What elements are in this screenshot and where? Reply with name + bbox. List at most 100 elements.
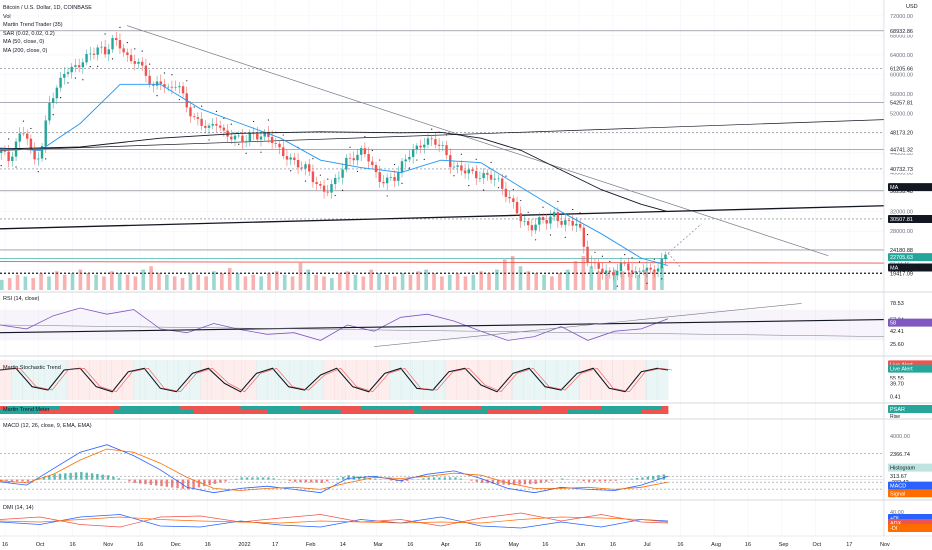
candle-body [564, 220, 567, 225]
candle-body [7, 151, 10, 162]
candle-body [489, 174, 493, 180]
candle-body [604, 270, 608, 273]
macd-tag: 2366.74 [890, 452, 910, 458]
volume-bar [416, 271, 421, 290]
volume-bar [502, 259, 507, 290]
candle-body [289, 157, 292, 160]
sar-dot [312, 158, 314, 160]
candle-body [541, 217, 545, 221]
stoch-title[interactable]: Martin Stochastic Trend [3, 365, 61, 371]
trend-meter-cell-2 [0, 410, 8, 414]
macd-histogram-bar [347, 475, 350, 480]
candle-body [40, 146, 44, 159]
price-pane[interactable] [0, 25, 885, 290]
candle-body [0, 150, 3, 153]
price-axis[interactable]: 72000.00 68000.00 64000.00 60000.00 56000.00… [883, 0, 932, 536]
candle-body [103, 46, 107, 55]
indicator-vol[interactable]: Vol [3, 13, 11, 20]
macd-tag: 313.67 [890, 474, 907, 480]
rsi-title[interactable]: RSI (14, close) [3, 296, 40, 302]
stoch-bg [55, 360, 68, 400]
candle-body [155, 81, 159, 86]
volume-bar [212, 271, 216, 290]
macd-histogram-bar [561, 478, 564, 480]
dmi-pane[interactable] [0, 512, 669, 529]
trend-meter-cell [554, 406, 562, 410]
candle-body [222, 127, 226, 131]
macd-histogram-bar [325, 479, 329, 482]
trend-meter-cell [93, 406, 101, 410]
sar-dot [208, 139, 210, 141]
candle-body [616, 270, 619, 276]
trend-meter-cell [534, 406, 542, 410]
macd-histogram-bar [192, 479, 195, 489]
trend-meter-cell-2 [394, 410, 402, 414]
candle-body [586, 246, 589, 263]
stoch-bg [378, 360, 391, 400]
volume-bar [0, 279, 4, 290]
candle-body [638, 271, 641, 272]
candle-body [18, 133, 21, 142]
macd-histogram-bar [133, 479, 136, 483]
volume-bar [243, 276, 248, 290]
trend-meter-cell [514, 406, 522, 410]
symbol-title[interactable]: Bitcoin / U.S. Dollar, 1D, COINBASE [3, 5, 92, 11]
time-axis[interactable]: 16 Oct 16 Nov 16 Dec 16 2022 17 Feb 14 Mar 16 Apr 16 Ma… [0, 535, 932, 548]
price-tick-label: 40000.00 [890, 170, 913, 176]
sar-dot [505, 175, 507, 177]
trend-meter-cell-2 [180, 410, 188, 414]
candle-body [400, 161, 404, 173]
trend-meter-cell [13, 406, 21, 410]
histogram-tag: Histogram [890, 466, 915, 472]
indicator-sar[interactable]: SAR (0.02, 0.02, 0.2) [3, 30, 55, 37]
stoch-k-line [0, 367, 669, 393]
time-tick-label: 16 [137, 542, 143, 548]
trend-meter-cell [614, 406, 622, 410]
dmi-title[interactable]: DMI (14, 14) [3, 505, 34, 511]
trend-meter-cell [160, 406, 168, 410]
candle-body [159, 81, 162, 85]
candle-body [356, 154, 359, 161]
stochastic-pane[interactable] [0, 360, 673, 400]
stoch-bg [634, 360, 647, 400]
trend-meter-cell-2 [494, 410, 502, 414]
time-tick-label: 17 [272, 542, 278, 548]
sar-dot [223, 117, 225, 119]
rsi-band [0, 309, 884, 341]
trend-meter-cell-2 [313, 410, 322, 414]
candle-body [300, 167, 303, 169]
price-level-label: 36258.48 [890, 189, 913, 195]
candle-body [348, 157, 352, 159]
macd-title[interactable]: MACD (12, 26, close, 9, EMA, EMA) [3, 423, 92, 429]
time-tick-label: Aug [711, 542, 721, 548]
stoch-bg [478, 360, 491, 400]
candle-body [263, 131, 266, 137]
stoch-bg [0, 360, 12, 400]
macd-histogram-bar [267, 477, 270, 480]
trend-meter-title[interactable]: Martin Trend Meter [3, 407, 50, 413]
sar-dot [349, 146, 351, 148]
trend-meter-cell [374, 406, 382, 410]
signal-tag: Signal [890, 491, 905, 497]
macd-pane[interactable] [0, 444, 884, 494]
candle-body [248, 132, 252, 142]
time-tick-label: Oct [36, 542, 45, 548]
dmi-tick-label: 40.00 [890, 510, 904, 516]
candle-body [552, 212, 556, 217]
stoch-bg [211, 360, 224, 400]
candle-body [653, 269, 656, 272]
indicator-ma50[interactable]: MA (50, close, 0) [3, 39, 45, 45]
price-level-label-bg [888, 26, 932, 35]
macd-histogram-bar [304, 479, 308, 483]
indicator-trend-trader[interactable]: Martin Trend Trader (35) [3, 22, 63, 28]
trend-meter-cell [420, 406, 428, 410]
time-tick-label: Nov [880, 542, 890, 548]
trend-meter-cell [521, 406, 529, 410]
rsi-pane[interactable] [0, 303, 885, 347]
candle-body [59, 77, 62, 88]
volume-bar [62, 274, 67, 290]
macd-histogram-bar [363, 477, 366, 480]
indicator-ma200[interactable]: MA (200, close, 0) [3, 47, 48, 54]
trend-meter-cell-2 [434, 410, 442, 414]
